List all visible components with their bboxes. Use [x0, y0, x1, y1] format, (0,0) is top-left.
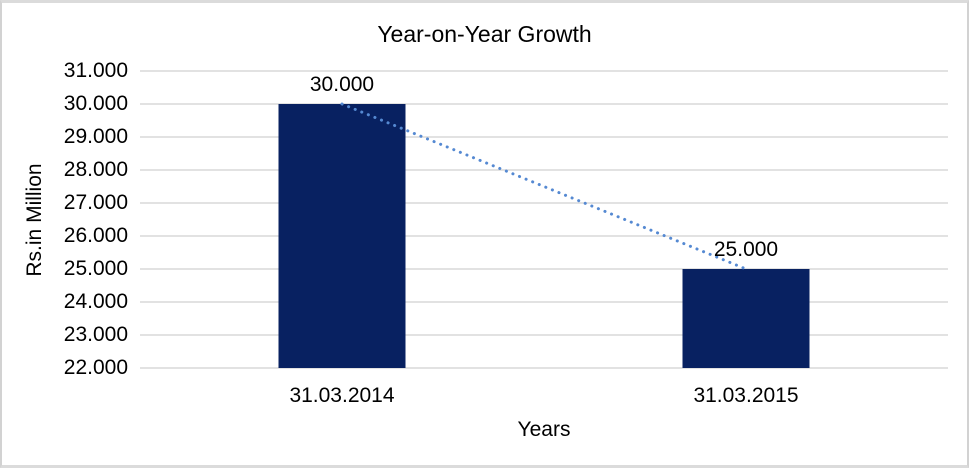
chart-title: Year-on-Year Growth: [377, 21, 592, 47]
x-axis-title: Years: [517, 418, 571, 441]
x-category-label: 31.03.2014: [289, 384, 395, 407]
y-tick-label: 28.000: [63, 158, 128, 181]
plot-area: [140, 70, 948, 369]
trendline: [340, 102, 748, 271]
y-tick-label: 24.000: [63, 290, 128, 313]
bar-value-label: 25.000: [713, 238, 779, 261]
x-category-label: 31.03.2015: [693, 384, 799, 407]
y-axis-title: Rs.in Million: [23, 163, 46, 277]
y-tick-label: 31.000: [63, 59, 128, 82]
y-tick-label: 22.000: [63, 356, 128, 379]
y-tick-label: 30.000: [63, 92, 128, 115]
bar-31.03.2014: [278, 104, 406, 368]
bar-value-label: 30.000: [309, 73, 375, 96]
y-tick-label: 29.000: [63, 125, 128, 148]
bar-31.03.2015: [682, 269, 810, 368]
y-tick-label: 27.000: [63, 191, 128, 214]
y-tick-label: 26.000: [63, 224, 128, 247]
y-tick-label: 23.000: [63, 323, 128, 346]
y-tick-label: 25.000: [63, 257, 128, 280]
